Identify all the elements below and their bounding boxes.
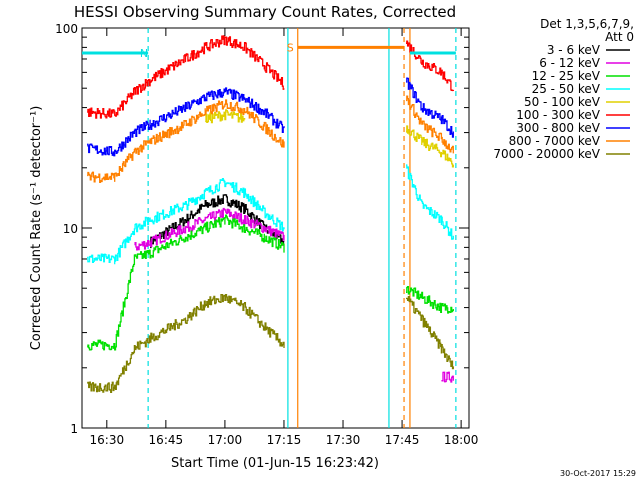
legend-label-4: 50 - 100 keV [524, 95, 601, 109]
x-tick-label-5: 17:45 [385, 433, 420, 447]
y-tick-label-1: 10 [63, 222, 78, 236]
x-tick-label-2: 17:00 [208, 433, 243, 447]
series-line-8-0 [87, 293, 285, 393]
legend-label-3: 25 - 50 keV [532, 82, 601, 96]
series-line-1-1 [441, 371, 454, 383]
legend-title: Det 1,3,5,6,7,9, [540, 17, 634, 31]
chart-title: HESSI Observing Summary Count Rates, Cor… [74, 3, 456, 21]
y-tick-label-2: 100 [55, 22, 78, 36]
legend-label-5: 100 - 300 keV [516, 108, 600, 122]
x-tick-label-4: 17:30 [326, 433, 361, 447]
legend-label-6: 300 - 800 keV [516, 121, 600, 135]
series-line-2-0 [87, 214, 285, 351]
series-line-3-0 [87, 178, 285, 265]
x-tick-label-3: 17:15 [267, 433, 302, 447]
series-line-3-1 [406, 164, 454, 240]
series-line-1-0 [134, 207, 285, 251]
vertical-markers [147, 28, 457, 428]
y-axis-label: Corrected Count Rate (s⁻¹ detector⁻¹) [29, 106, 44, 351]
series-line-5-0 [87, 35, 285, 119]
x-tick-label-6: 18:00 [444, 433, 479, 447]
series-line-8-1 [406, 295, 454, 370]
series-line-6-0 [87, 87, 285, 157]
series-line-5-1 [406, 40, 454, 92]
series-line-7-0 [87, 99, 285, 183]
y-tick-label-0: 1 [70, 422, 78, 436]
series-line-2-1 [406, 285, 454, 314]
series-lines [87, 35, 454, 393]
legend-label-1: 6 - 12 keV [539, 56, 601, 70]
legend-label-2: 12 - 25 keV [532, 69, 601, 83]
legend-label-0: 3 - 6 keV [547, 43, 601, 57]
series-line-0-0 [150, 194, 285, 249]
marker-label-0: N [140, 47, 148, 60]
legend-label-8: 7000 - 20000 keV [493, 147, 600, 161]
x-tick-label-1: 16:45 [149, 433, 184, 447]
legend-label-7: 800 - 7000 keV [509, 134, 601, 148]
axis-ticks: 16:30 16:45 17:00 17:15 17:30 17:45 18:00 1 10 10… [55, 22, 478, 447]
series-line-7-1 [406, 95, 454, 154]
marker-label-1: S [287, 41, 294, 54]
legend-subtitle: Att 0 [605, 30, 634, 44]
series-line-4-0 [205, 109, 246, 124]
x-tick-label-0: 16:30 [90, 433, 125, 447]
x-axis-label: Start Time (01-Jun-15 16:23:42) [171, 456, 379, 471]
footer-timestamp: 30-Oct-2017 15:29 [560, 469, 636, 478]
series-line-6-1 [406, 77, 454, 138]
series-line-4-1 [406, 125, 454, 168]
